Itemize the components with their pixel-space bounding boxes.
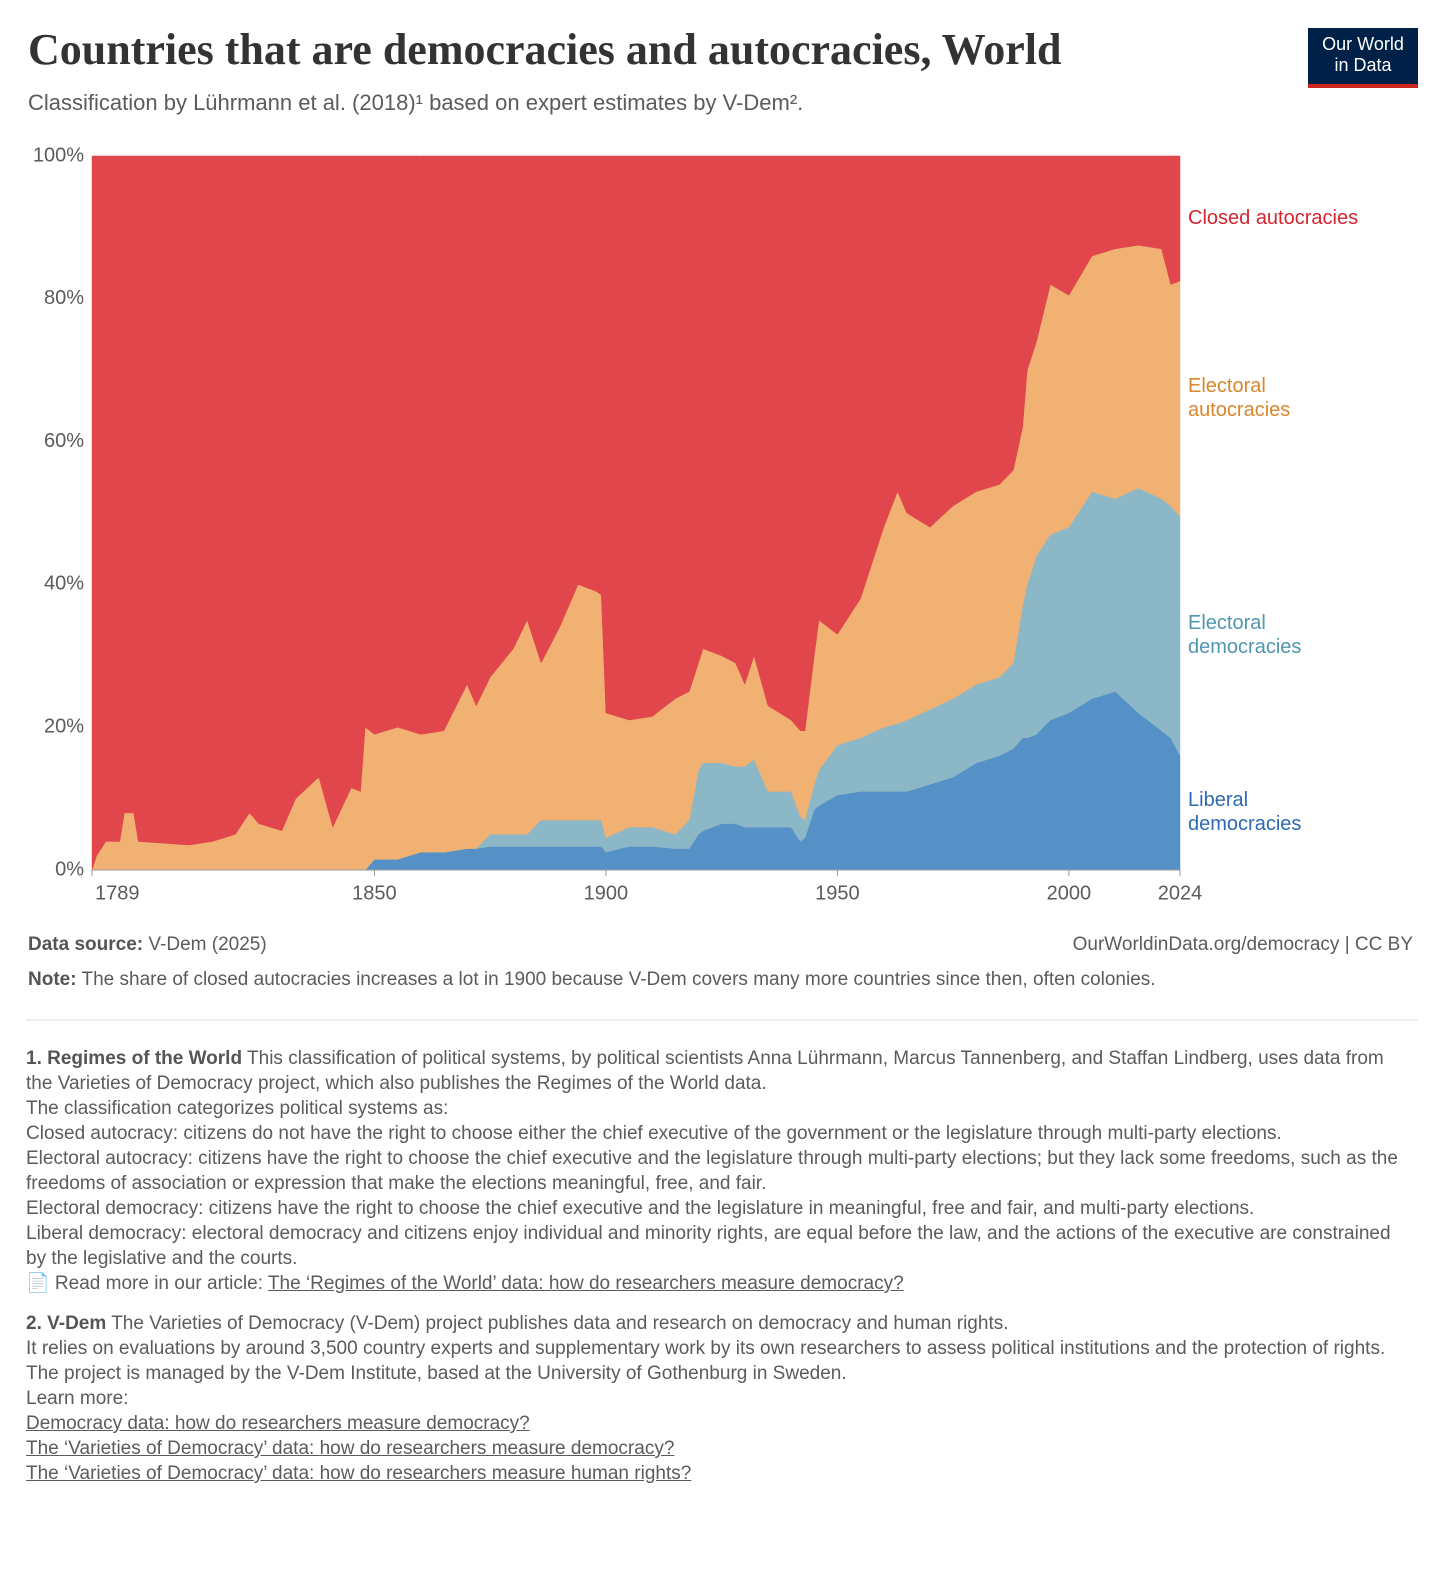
- footnote-paragraph: It relies on evaluations by around 3,500…: [26, 1336, 1401, 1361]
- read-more: 📄 Read more in our article: The ‘Regimes…: [26, 1271, 1401, 1296]
- footnote-head: 2. V-Dem: [26, 1313, 107, 1334]
- x-tick-label: 2024: [1158, 882, 1203, 904]
- footnote-paragraph: Liberal democracy: electoral democracy a…: [26, 1221, 1401, 1271]
- footnote-text: The classification categorizes political…: [26, 1098, 449, 1119]
- x-tick-label: 1789: [95, 882, 140, 904]
- read-more-label: 📄 Read more in our article:: [26, 1273, 263, 1294]
- footnote-paragraph: Learn more:: [26, 1386, 1401, 1411]
- series-label: Closed autocracies: [1188, 207, 1358, 229]
- source-label: Data source:: [28, 934, 143, 955]
- footnote-paragraph: 2. V-Dem The Varieties of Democracy (V-D…: [26, 1311, 1401, 1336]
- footnote-text: This classification of political systems…: [26, 1048, 1384, 1094]
- note-label: Note:: [28, 969, 77, 990]
- footnote-text: Electoral autocracy: citizens have the r…: [26, 1148, 1398, 1194]
- footnote-paragraph: The project is managed by the V-Dem Inst…: [26, 1361, 1401, 1386]
- logo[interactable]: Our World in Data: [1308, 28, 1418, 88]
- footnote-paragraph: Closed autocracy: citizens do not have t…: [26, 1121, 1401, 1146]
- logo-box: [1308, 28, 1418, 84]
- article-link[interactable]: The ‘Regimes of the World’ data: how do …: [267, 1273, 904, 1294]
- logo-text: Our World: [1322, 34, 1404, 54]
- note: Note: The share of closed autocracies in…: [28, 969, 1156, 990]
- y-tick-label: 60%: [44, 430, 84, 452]
- x-tick-label: 2000: [1047, 882, 1092, 904]
- logo-bar: [1308, 84, 1418, 88]
- source-url[interactable]: OurWorldinData.org/democracy | CC BY: [1073, 934, 1414, 955]
- footnote-head: 1. Regimes of the World: [26, 1048, 243, 1069]
- note-text: The share of closed autocracies increase…: [82, 969, 1156, 990]
- footnote-text: Closed autocracy: citizens do not have t…: [26, 1123, 1282, 1144]
- x-tick-label: 1950: [815, 882, 860, 904]
- y-tick-label: 40%: [44, 573, 84, 595]
- footnote-text: Electoral democracy: citizens have the r…: [26, 1198, 1255, 1219]
- footnote-text: Learn more:: [26, 1388, 129, 1409]
- logo-text: in Data: [1334, 55, 1392, 75]
- chart-title: Countries that are democracies and autoc…: [28, 25, 1061, 74]
- y-tick-label: 20%: [44, 715, 84, 737]
- footnote: 2. V-Dem The Varieties of Democracy (V-D…: [26, 1311, 1401, 1486]
- footnote-text: The project is managed by the V-Dem Inst…: [26, 1363, 847, 1384]
- footnote-text: The Varieties of Democracy (V-Dem) proje…: [111, 1313, 1009, 1334]
- x-tick-label: 1850: [352, 882, 397, 904]
- source-text: V-Dem (2025): [148, 934, 266, 955]
- source: Data source: V-Dem (2025): [28, 934, 267, 955]
- y-tick-label: 100%: [33, 144, 84, 166]
- article-link[interactable]: The ‘Varieties of Democracy’ data: how d…: [26, 1438, 675, 1459]
- footnote-text: It relies on evaluations by around 3,500…: [26, 1338, 1386, 1359]
- link-line: The ‘Varieties of Democracy’ data: how d…: [26, 1436, 1401, 1461]
- link-line: The ‘Varieties of Democracy’ data: how d…: [26, 1461, 1401, 1486]
- series-label: Liberal democracies: [1188, 789, 1301, 835]
- area: [91, 155, 1181, 871]
- x-tick-label: 1900: [584, 882, 629, 904]
- article-link[interactable]: Democracy data: how do researchers measu…: [26, 1413, 530, 1434]
- link-line: Democracy data: how do researchers measu…: [26, 1411, 1401, 1436]
- footnote: 1. Regimes of the World This classificat…: [26, 1046, 1401, 1296]
- footnote-text: Liberal democracy: electoral democracy a…: [26, 1223, 1391, 1269]
- series-label: Electoral democracies: [1188, 612, 1301, 658]
- footnote-paragraph: 1. Regimes of the World This classificat…: [26, 1046, 1401, 1096]
- chart: Countries that are democracies and autoc…: [26, 25, 1418, 1021]
- footnote-paragraph: Electoral autocracy: citizens have the r…: [26, 1146, 1401, 1196]
- plot: 0% 20% 40% 60% 80% 100% Liberal democracies Ele…: [33, 144, 1358, 904]
- article-link[interactable]: The ‘Varieties of Democracy’ data: how d…: [26, 1463, 692, 1484]
- footnotes: 1. Regimes of the World This classificat…: [26, 1046, 1401, 1501]
- chart-subtitle: Classification by Lührmann et al. (2018)…: [28, 90, 803, 115]
- y-tick-label: 80%: [44, 287, 84, 309]
- footnote-paragraph: Electoral democracy: citizens have the r…: [26, 1196, 1401, 1221]
- footnote-paragraph: The classification categorizes political…: [26, 1096, 1401, 1121]
- series-label: Electoral autocracies: [1188, 375, 1290, 421]
- y-tick-label: 0%: [55, 858, 84, 880]
